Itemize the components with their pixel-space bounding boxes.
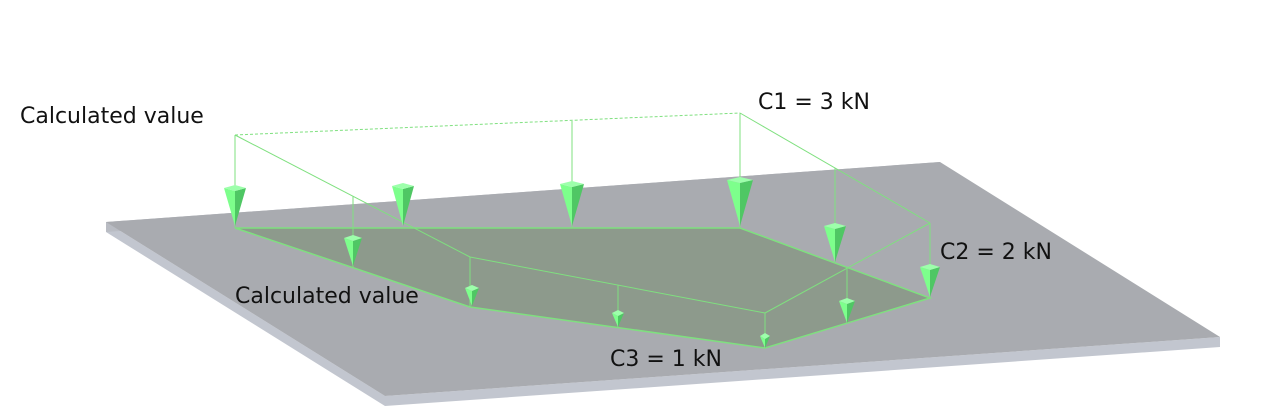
plate-edge	[106, 222, 1220, 406]
labels: Calculated value Calculated value C1 = 3…	[20, 90, 1052, 372]
load-arrow-cap	[920, 264, 940, 270]
load-arrow-face	[224, 188, 235, 226]
load-arrow-cap	[465, 285, 479, 291]
load-arrow-face	[353, 238, 362, 266]
load-arrow-face	[920, 267, 930, 297]
load-arrow	[465, 285, 479, 306]
load-arrow-face	[847, 301, 855, 323]
load-arrow-face	[835, 226, 846, 262]
load-arrow-face	[560, 184, 572, 226]
load-arrows	[224, 177, 940, 348]
load-arrow-face	[403, 186, 414, 226]
load-arrow-face	[392, 186, 403, 226]
load-arrow	[612, 310, 624, 327]
load-arrow-face	[465, 288, 472, 306]
load-arrow	[920, 264, 940, 297]
calculated-value-label-left: Calculated value	[235, 284, 419, 309]
load-arrow-face	[824, 226, 835, 262]
load-arrow-face	[344, 238, 353, 266]
load-arrow-cap	[727, 177, 753, 183]
load-arrow-cap	[612, 310, 624, 316]
load-arrow-face	[612, 313, 618, 327]
load-arrow-cap	[824, 223, 846, 229]
load-arrow-face	[760, 336, 765, 348]
load-arrow	[392, 183, 414, 226]
load-arrow-face	[618, 313, 624, 327]
load-arrow-face	[235, 188, 246, 226]
load-arrow-face	[472, 288, 479, 306]
c1-load-label: C1 = 3 kN	[758, 90, 870, 115]
load-arrow-face	[727, 180, 740, 226]
c3-load-label: C3 = 1 kN	[610, 347, 722, 372]
load-arrow-face	[740, 180, 753, 226]
load-arrow-face	[839, 301, 847, 323]
load-arrow	[760, 333, 770, 348]
load-arrow	[560, 181, 584, 226]
load-area	[234, 227, 933, 349]
load-arrow-cap	[392, 183, 414, 189]
load-arrow-face	[930, 267, 940, 297]
load-arrow-cap	[224, 185, 246, 191]
load-top-edge	[234, 112, 741, 136]
c2-load-label: C2 = 2 kN	[940, 240, 1052, 265]
load-arrow	[224, 185, 246, 226]
load-arrow-cap	[344, 235, 362, 241]
load-arrow	[727, 177, 753, 226]
load-arrow-cap	[839, 298, 855, 304]
load-arrow	[824, 223, 846, 262]
load-arrow	[344, 235, 362, 266]
load-arrow-face	[765, 336, 770, 348]
load-arrow-cap	[560, 181, 584, 187]
load-arrow	[839, 298, 855, 323]
load-arrow-face	[572, 184, 584, 226]
load-arrow-cap	[760, 333, 770, 339]
calculated-value-label-top: Calculated value	[20, 104, 204, 129]
